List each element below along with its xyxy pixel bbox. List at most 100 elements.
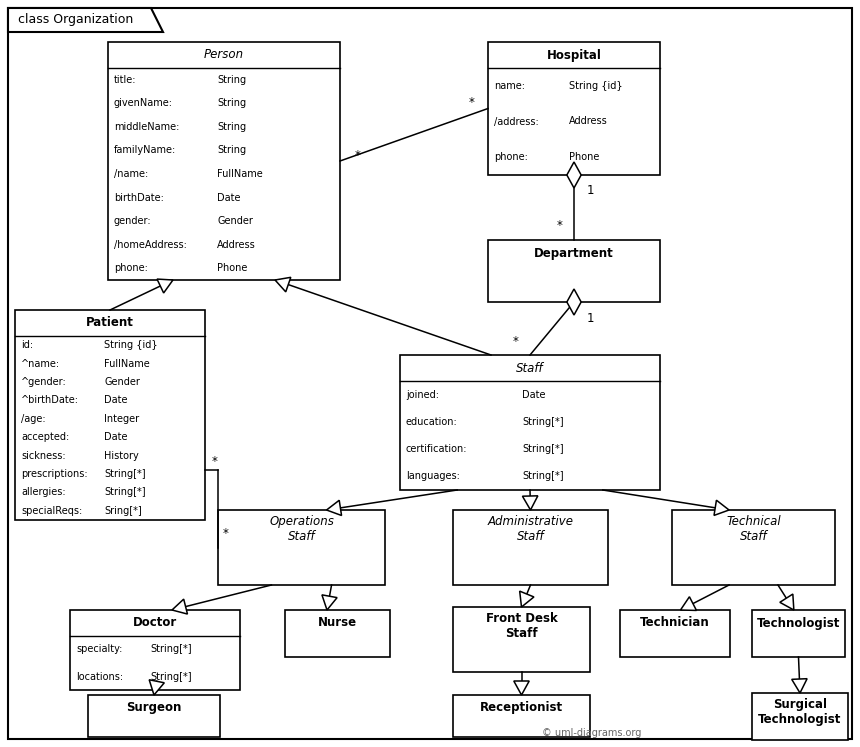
Bar: [620, 610, 730, 657]
Text: Department: Department: [534, 247, 614, 259]
Text: /age:: /age:: [21, 414, 46, 424]
Text: Staff: Staff: [516, 362, 544, 374]
Text: Technical
Staff: Technical Staff: [726, 515, 781, 543]
Bar: [70, 610, 240, 690]
Polygon shape: [327, 500, 341, 515]
Text: class Organization: class Organization: [18, 13, 133, 26]
Bar: [15, 310, 205, 520]
Text: 1: 1: [587, 311, 593, 324]
Text: Person: Person: [204, 49, 244, 61]
Bar: [453, 695, 590, 737]
Text: Front Desk
Staff: Front Desk Staff: [486, 612, 557, 640]
Text: *: *: [469, 96, 475, 109]
Text: accepted:: accepted:: [21, 433, 70, 442]
Text: String: String: [217, 122, 246, 132]
Text: specialReqs:: specialReqs:: [21, 506, 83, 515]
Bar: [453, 607, 590, 672]
Text: String[*]: String[*]: [522, 444, 564, 454]
Polygon shape: [8, 8, 163, 32]
Polygon shape: [792, 679, 808, 693]
Text: *: *: [355, 149, 361, 161]
Text: Technician: Technician: [640, 616, 710, 630]
Text: String {id}: String {id}: [104, 340, 158, 350]
Bar: [752, 610, 845, 657]
Text: © uml-diagrams.org: © uml-diagrams.org: [542, 728, 642, 738]
Text: education:: education:: [406, 417, 458, 427]
Text: languages:: languages:: [406, 471, 460, 481]
Text: String: String: [217, 146, 246, 155]
Bar: [752, 693, 848, 740]
Text: allergies:: allergies:: [21, 487, 65, 498]
Bar: [400, 355, 660, 490]
Polygon shape: [149, 680, 164, 695]
Text: Date: Date: [522, 390, 546, 400]
Polygon shape: [519, 591, 534, 607]
Polygon shape: [157, 279, 173, 293]
Polygon shape: [680, 597, 697, 610]
Text: Surgical
Technologist: Surgical Technologist: [759, 698, 842, 726]
Bar: [108, 42, 340, 280]
Text: ^name:: ^name:: [21, 359, 60, 368]
Text: Date: Date: [104, 433, 128, 442]
Text: String[*]: String[*]: [104, 469, 146, 479]
Text: /homeAddress:: /homeAddress:: [114, 240, 187, 249]
Text: Nurse: Nurse: [318, 616, 357, 630]
Polygon shape: [322, 595, 337, 610]
Text: String[*]: String[*]: [522, 417, 564, 427]
Text: locations:: locations:: [76, 672, 123, 681]
Text: /address:: /address:: [494, 117, 538, 126]
Polygon shape: [523, 496, 538, 510]
Bar: [218, 510, 385, 585]
Text: String[*]: String[*]: [522, 471, 564, 481]
Text: Phone: Phone: [568, 152, 599, 162]
Text: Address: Address: [568, 117, 607, 126]
Text: ^birthDate:: ^birthDate:: [21, 395, 79, 406]
Text: name:: name:: [494, 81, 525, 91]
Text: ^gender:: ^gender:: [21, 377, 67, 387]
Text: String[*]: String[*]: [150, 672, 192, 681]
Polygon shape: [780, 594, 794, 610]
Text: sickness:: sickness:: [21, 450, 65, 461]
Text: FullName: FullName: [217, 169, 263, 179]
Text: Gender: Gender: [217, 216, 253, 226]
Polygon shape: [513, 681, 529, 695]
Polygon shape: [567, 162, 581, 188]
Text: Date: Date: [217, 193, 241, 202]
Text: Sring[*]: Sring[*]: [104, 506, 142, 515]
Text: Administrative
Staff: Administrative Staff: [488, 515, 574, 543]
Text: Receptionist: Receptionist: [480, 701, 563, 714]
Text: id:: id:: [21, 340, 34, 350]
Polygon shape: [275, 277, 291, 292]
Text: Gender: Gender: [104, 377, 140, 387]
Text: String[*]: String[*]: [150, 645, 192, 654]
Polygon shape: [567, 289, 581, 315]
Text: Integer: Integer: [104, 414, 139, 424]
Bar: [453, 510, 608, 585]
Text: givenName:: givenName:: [114, 99, 173, 108]
Bar: [88, 695, 220, 737]
Text: middleName:: middleName:: [114, 122, 180, 132]
Text: String: String: [217, 99, 246, 108]
Text: FullName: FullName: [104, 359, 150, 368]
Text: 1: 1: [587, 185, 593, 197]
Text: Technologist: Technologist: [757, 616, 840, 630]
Text: Surgeon: Surgeon: [126, 701, 181, 714]
Text: History: History: [104, 450, 139, 461]
Text: Address: Address: [217, 240, 255, 249]
Text: Date: Date: [104, 395, 128, 406]
Text: /name:: /name:: [114, 169, 148, 179]
Text: *: *: [223, 527, 229, 540]
Text: prescriptions:: prescriptions:: [21, 469, 88, 479]
Text: certification:: certification:: [406, 444, 468, 454]
Text: familyName:: familyName:: [114, 146, 176, 155]
Bar: [488, 42, 660, 175]
Text: Phone: Phone: [217, 263, 248, 273]
Bar: [285, 610, 390, 657]
Text: *: *: [212, 456, 218, 468]
Text: gender:: gender:: [114, 216, 151, 226]
Text: specialty:: specialty:: [76, 645, 122, 654]
Bar: [488, 240, 660, 302]
Text: *: *: [557, 220, 563, 232]
Text: *: *: [513, 335, 519, 347]
Text: phone:: phone:: [114, 263, 148, 273]
